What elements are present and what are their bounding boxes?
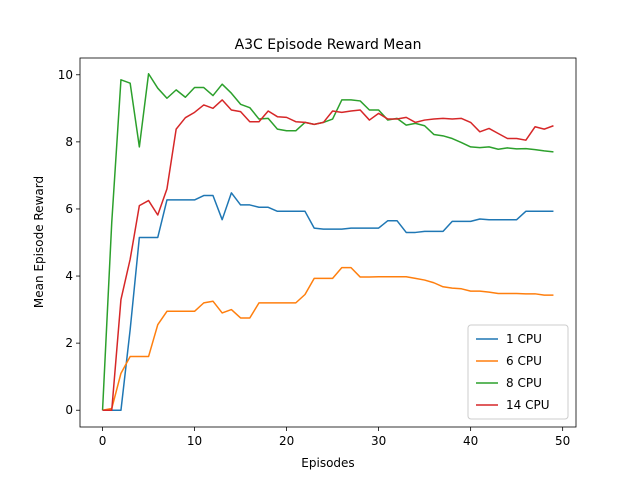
legend-label: 14 CPU	[506, 398, 549, 412]
y-axis-label: Mean Episode Reward	[32, 176, 46, 308]
y-tick-label: 6	[65, 202, 73, 216]
y-tick-label: 10	[58, 68, 73, 82]
series-line-1	[102, 192, 554, 411]
legend: 1 CPU 6 CPU 8 CPU 14 CPU	[467, 324, 569, 420]
series-line-4	[102, 99, 554, 411]
x-axis-label: Episodes	[301, 456, 354, 470]
legend-label: 1 CPU	[506, 332, 542, 346]
x-tick-label: 20	[279, 434, 294, 448]
x-tick-label: 40	[463, 434, 478, 448]
legend-label: 6 CPU	[506, 354, 542, 368]
y-tick-label: 2	[65, 336, 73, 350]
series-line-3	[101, 73, 554, 411]
x-tick-label: 30	[371, 434, 386, 448]
x-tick-label: 50	[555, 434, 570, 448]
x-tick-label: 10	[187, 434, 202, 448]
legend-label: 8 CPU	[506, 376, 542, 390]
series-line-2	[102, 266, 554, 411]
chart-title: A3C Episode Reward Mean	[235, 37, 422, 53]
y-tick-label: 4	[65, 269, 73, 283]
y-axis: 0 2 4 6 8 10	[58, 68, 80, 417]
legend-box	[467, 324, 569, 420]
plot-frame	[79, 57, 577, 428]
x-axis: 0 10 20 30 40 50	[99, 427, 570, 448]
x-tick-label: 0	[99, 434, 107, 448]
y-tick-label: 0	[65, 403, 73, 417]
y-tick-label: 8	[65, 135, 73, 149]
series-layer	[101, 73, 554, 411]
